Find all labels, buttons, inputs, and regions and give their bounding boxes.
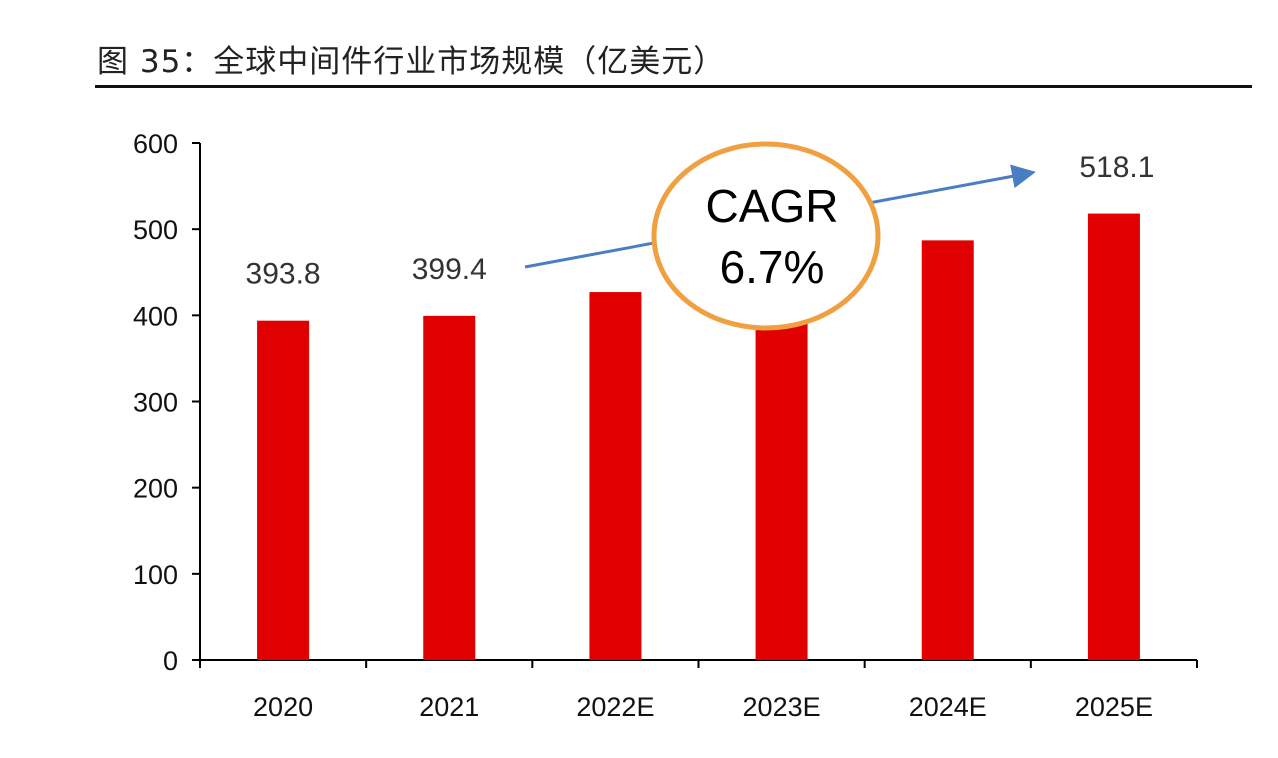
x-tick-label: 2025E <box>1075 692 1153 722</box>
data-label: 399.4 <box>412 253 487 286</box>
y-tick-label: 500 <box>133 215 178 245</box>
bar-2021 <box>423 315 476 660</box>
bar-2022E <box>589 292 642 660</box>
x-tick-label: 2022E <box>576 692 654 722</box>
bar-2020 <box>257 320 310 660</box>
y-tick-label: 200 <box>133 474 178 504</box>
cagr-value: 6.7% <box>720 241 825 293</box>
x-tick-label: 2020 <box>253 692 313 722</box>
y-tick-label: 100 <box>133 560 178 590</box>
data-label: 393.8 <box>246 258 321 291</box>
y-tick-label: 0 <box>163 646 178 676</box>
y-tick-label: 400 <box>133 301 178 331</box>
cagr-ellipse <box>651 141 881 331</box>
bar-2025E <box>1087 213 1140 660</box>
x-tick-label: 2024E <box>909 692 987 722</box>
bar-2023E <box>755 267 808 660</box>
bar-2024E <box>921 240 974 660</box>
title-rule <box>95 85 1252 88</box>
y-tick-label: 300 <box>133 388 178 418</box>
y-tick-label: 600 <box>133 129 178 159</box>
cagr-label: CAGR <box>706 180 839 232</box>
data-label: 518.1 <box>1079 151 1154 184</box>
chart-title: 图 35：全球中间件行业市场规模（亿美元） <box>97 44 726 80</box>
x-tick-label: 2023E <box>743 692 821 722</box>
x-tick-label: 2021 <box>419 692 479 722</box>
